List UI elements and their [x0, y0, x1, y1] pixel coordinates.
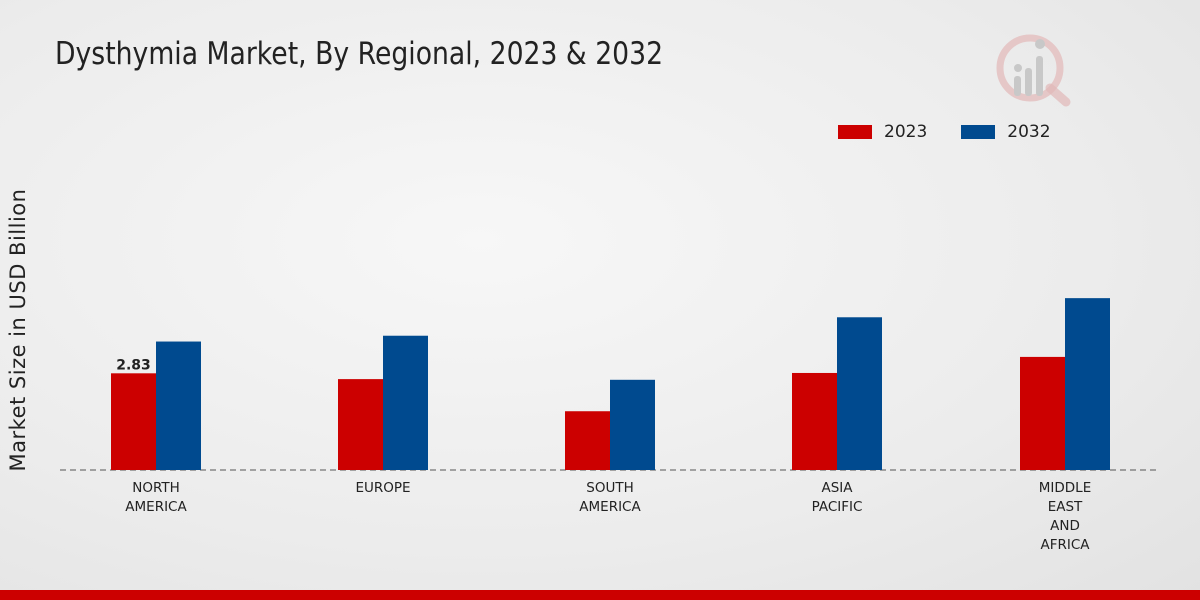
bar-2023-2 [565, 411, 610, 470]
bar-2032-0 [156, 341, 201, 470]
brand-logo-icon [996, 34, 1071, 107]
bar-2023-3 [792, 372, 837, 470]
legend-item-2023: 2023 [838, 122, 927, 142]
x-tick-label-1: EUROPE [355, 480, 410, 496]
legend-label-2023: 2023 [884, 122, 928, 142]
bar-2023-0 [111, 373, 156, 470]
bar-2023-1 [338, 379, 383, 470]
data-label-0: 2.83 [116, 357, 151, 373]
bar-2032-1 [383, 335, 428, 470]
x-tick-label-3: ASIA PACIFIC [812, 480, 863, 515]
bar-2032-4 [1065, 298, 1110, 470]
bottom-accent-bar [0, 590, 1200, 600]
chart-legend: 2023 2032 [838, 122, 1085, 142]
bar-2032-3 [837, 317, 882, 470]
bar-2032-2 [610, 379, 655, 470]
legend-swatch-2023 [838, 125, 872, 139]
legend-item-2032: 2032 [961, 122, 1051, 142]
legend-swatch-2032 [961, 125, 996, 139]
chart-title: Dysthymia Market, By Regional, 2023 & 20… [55, 36, 664, 72]
x-tick-label-0: NORTH AMERICA [125, 480, 187, 515]
x-tick-label-4: MIDDLE EAST AND AFRICA [1039, 480, 1091, 553]
legend-label-2032: 2032 [1007, 122, 1051, 142]
bar-2023-4 [1020, 356, 1065, 470]
x-tick-label-2: SOUTH AMERICA [579, 480, 641, 515]
